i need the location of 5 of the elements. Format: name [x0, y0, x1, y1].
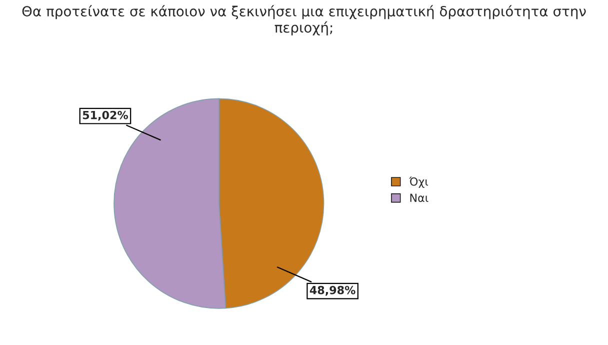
- data-label: 48,98%: [310, 286, 356, 296]
- data-label: 51,02%: [82, 110, 128, 121]
- legend-label: Όχι: [409, 176, 428, 188]
- legend-label: Ναι: [410, 194, 428, 202]
- chart-title: Θα προτείνατε σε κάποιον να ξεκινήσει μια επιχειρηματική δραστηριότητα στην περιοχή;: [22, 5, 586, 36]
